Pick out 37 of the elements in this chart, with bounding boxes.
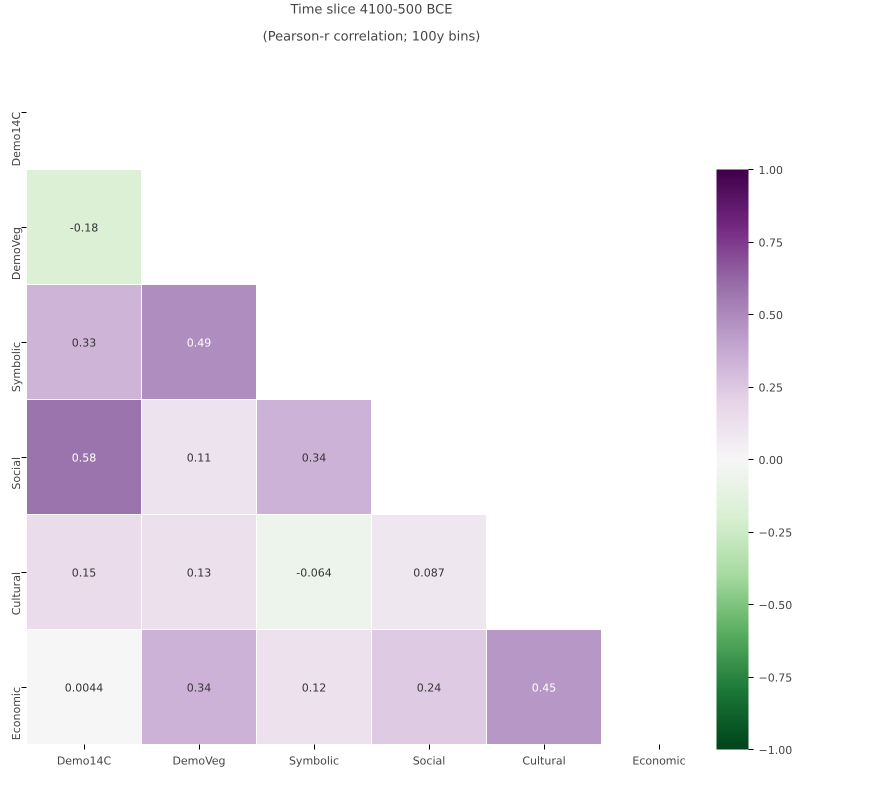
- data-label: 0.33: [72, 336, 96, 350]
- data-label: 0.0044: [64, 682, 104, 694]
- color-bar-label: −0.50: [758, 599, 792, 612]
- y-tick-label: Social: [10, 456, 23, 490]
- color-bar-label: −1.00: [758, 744, 792, 757]
- data-label: 0.15: [72, 566, 96, 580]
- data-label: 0.58: [72, 452, 96, 464]
- x-tick-label: Cultural: [522, 754, 566, 768]
- x-tick-label: Symbolic: [288, 754, 340, 768]
- data-label: 0.45: [532, 682, 556, 694]
- color-bar-label: 0.75: [758, 236, 783, 250]
- chart-title: Time slice 4100-500 BCE: [290, 2, 452, 18]
- x-tick-label: Demo14C: [56, 754, 112, 768]
- x-tick-label: Social: [412, 754, 446, 768]
- data-label: -0.18: [70, 222, 98, 234]
- data-label: 0.24: [416, 682, 442, 694]
- data-label: 0.34: [302, 452, 326, 464]
- color-bar-label: 0.50: [758, 309, 783, 322]
- data-label: 0.087: [413, 566, 445, 580]
- y-tick-label: Symbolic: [10, 342, 23, 392]
- color-bar-label: 1.00: [758, 164, 783, 177]
- data-label: 0.49: [186, 336, 212, 350]
- color-bar-label: 0.25: [758, 382, 783, 394]
- color-bar-label: −0.25: [758, 526, 792, 540]
- y-tick-label: DemoVeg: [10, 226, 23, 280]
- y-tick-label: Cultural: [10, 572, 23, 616]
- x-tick-label: DemoVeg: [172, 754, 226, 768]
- data-label: 0.12: [302, 682, 326, 694]
- data-label: 0.13: [186, 566, 212, 580]
- color-bar-label: −0.75: [758, 672, 792, 684]
- y-tick-label: Demo14C: [10, 112, 23, 166]
- data-label: -0.064: [296, 566, 332, 580]
- chart-subtitle: (Pearson-r correlation; 100y bins): [262, 30, 480, 44]
- color-bar-label: 0.00: [758, 454, 783, 467]
- data-label: 0.34: [186, 682, 212, 694]
- data-label: 0.11: [186, 452, 212, 464]
- x-tick-label: Economic: [632, 754, 686, 768]
